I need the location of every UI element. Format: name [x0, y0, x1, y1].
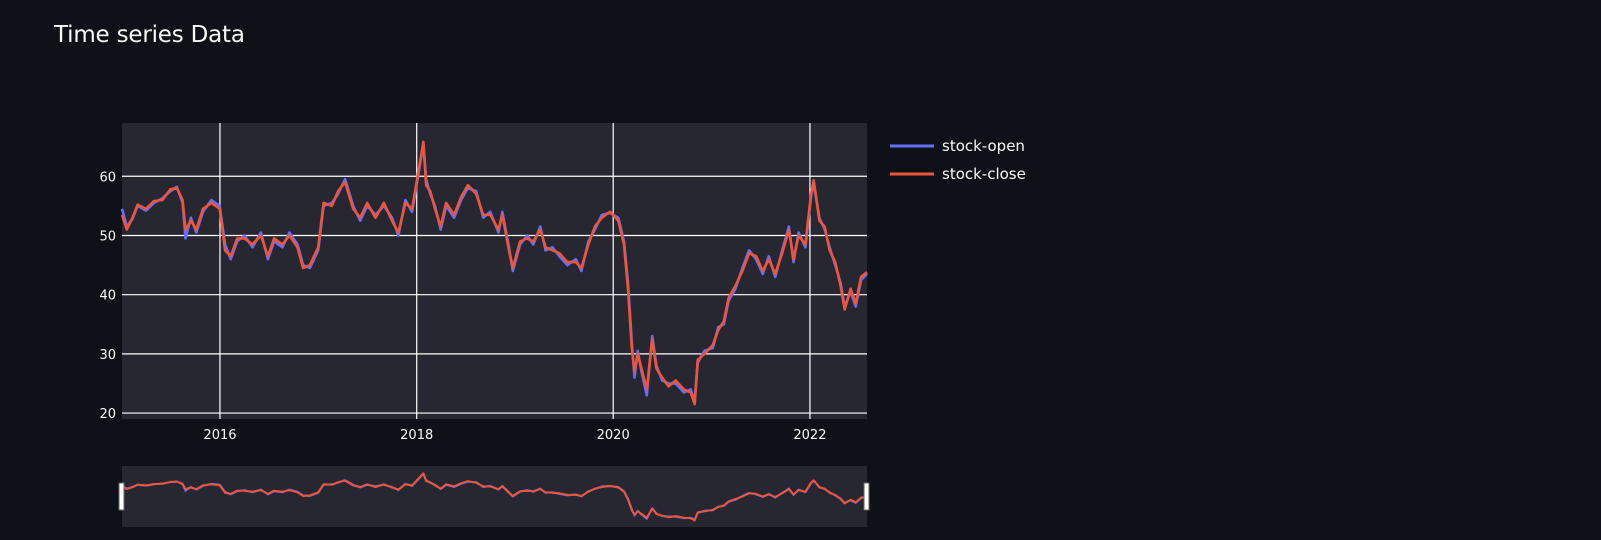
- tick-layer: 20 30 40 50 60 2016 2018 2020 2022: [99, 170, 826, 443]
- plot-background: [122, 123, 867, 419]
- legend-item-stock-close[interactable]: stock-close: [890, 165, 1026, 183]
- range-slider-left-handle[interactable]: [118, 482, 125, 511]
- x-tick-label: 2016: [203, 428, 236, 443]
- series-line-stock-close: [120, 140, 868, 406]
- legend-item-stock-open[interactable]: stock-open: [890, 137, 1025, 155]
- range-slider[interactable]: [118, 466, 870, 527]
- y-tick-label: 40: [99, 289, 116, 304]
- y-tick-label: 50: [99, 229, 116, 244]
- legend[interactable]: stock-open stock-close: [890, 137, 1026, 183]
- y-tick-label: 60: [99, 170, 116, 185]
- range-slider-background: [122, 466, 867, 527]
- x-tick-label: 2018: [400, 428, 433, 443]
- legend-label: stock-close: [942, 165, 1026, 183]
- x-tick-label: 2020: [597, 428, 630, 443]
- x-tick-label: 2022: [793, 428, 826, 443]
- legend-label: stock-open: [942, 137, 1025, 155]
- y-tick-label: 30: [99, 348, 116, 363]
- range-slider-right-handle[interactable]: [863, 482, 870, 511]
- chart-title: Time series Data: [54, 22, 245, 48]
- grid-layer: [122, 123, 867, 419]
- y-tick-label: 20: [99, 407, 116, 422]
- slider-line-stock-close: [121, 472, 868, 522]
- series-layer: [120, 140, 868, 406]
